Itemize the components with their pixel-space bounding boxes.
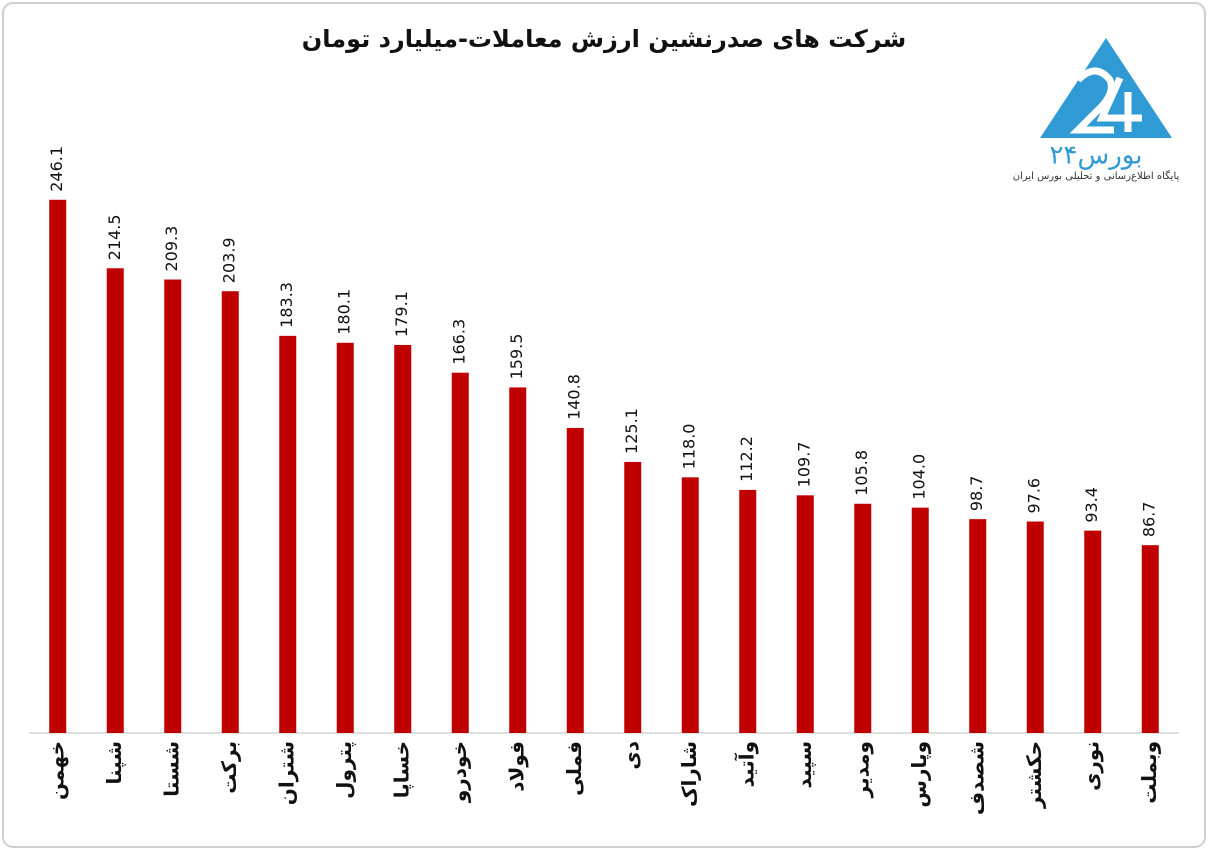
x-tick-label: وآتید bbox=[733, 741, 758, 788]
bar bbox=[911, 507, 929, 733]
bar bbox=[394, 344, 412, 733]
x-tick-label: وپارس bbox=[907, 741, 932, 808]
x-tick-label: ومدیر bbox=[849, 741, 873, 798]
x-tick-label: فملی bbox=[562, 741, 586, 796]
chart-title: شرکت های صدرنشین ارزش معاملات-میلیارد تو… bbox=[302, 25, 906, 53]
x-tick-label: برکت bbox=[217, 741, 241, 794]
x-tick-label: خهمن bbox=[44, 741, 68, 800]
value-label: 112.2 bbox=[737, 436, 756, 482]
logo-glyph bbox=[1069, 67, 1142, 134]
x-tick-label: شاراک bbox=[677, 741, 701, 807]
bar bbox=[1084, 530, 1102, 733]
bar bbox=[854, 503, 872, 733]
logo-name: بورس۲۴ bbox=[1050, 141, 1143, 171]
value-label: 159.5 bbox=[507, 334, 526, 380]
value-label: 118.0 bbox=[680, 424, 699, 470]
value-label: 98.7 bbox=[967, 476, 986, 512]
bar bbox=[1026, 521, 1044, 733]
value-label: 109.7 bbox=[795, 442, 814, 488]
bar bbox=[969, 519, 987, 733]
x-tick-label: خساپا bbox=[389, 741, 414, 798]
bar bbox=[624, 461, 642, 733]
logo-triangle bbox=[1040, 38, 1172, 138]
bar bbox=[49, 199, 67, 734]
value-label: 93.4 bbox=[1082, 487, 1101, 523]
value-label: 105.8 bbox=[852, 450, 871, 496]
bar bbox=[279, 335, 297, 733]
value-label: 166.3 bbox=[450, 319, 469, 365]
bar bbox=[336, 342, 354, 733]
x-tick-label: شصدف bbox=[964, 741, 988, 815]
x-tick-label: شتران bbox=[274, 741, 298, 805]
value-label: 104.0 bbox=[910, 454, 929, 500]
x-tick-label: پترول bbox=[332, 741, 357, 799]
value-label: 86.7 bbox=[1140, 502, 1159, 538]
value-label: 125.1 bbox=[622, 408, 641, 454]
logo: بورس۲۴ پایگاه اطلاع‌رسانی و تحلیلی بورس … bbox=[1013, 38, 1180, 182]
bar bbox=[509, 387, 527, 733]
x-tick-label: شستا bbox=[159, 741, 183, 797]
x-tick-label: وبملت bbox=[1137, 741, 1161, 804]
bar bbox=[451, 372, 469, 733]
value-label: 180.1 bbox=[335, 289, 354, 335]
value-label: 203.9 bbox=[220, 237, 239, 283]
x-tick-label: سپید bbox=[792, 741, 817, 789]
bar bbox=[739, 489, 757, 733]
bar bbox=[566, 427, 584, 733]
value-label: 97.6 bbox=[1025, 478, 1044, 514]
value-label: 179.1 bbox=[392, 291, 411, 337]
x-tick-label: فولاد bbox=[504, 741, 528, 792]
bar bbox=[796, 495, 814, 733]
x-tick-label: خودرو bbox=[447, 741, 471, 803]
x-tick-label: حکشتر bbox=[1022, 741, 1046, 809]
bar bbox=[221, 291, 239, 733]
x-tick-label: شپنا bbox=[102, 741, 127, 785]
value-label: 209.3 bbox=[162, 226, 181, 272]
bar bbox=[681, 477, 699, 733]
x-tick-label: دی bbox=[619, 741, 643, 770]
value-label: 140.8 bbox=[565, 374, 584, 420]
bar bbox=[106, 268, 124, 733]
x-tick-label: نوری bbox=[1079, 741, 1103, 791]
value-label: 246.1 bbox=[47, 146, 66, 192]
bar bbox=[1141, 545, 1159, 733]
value-label: 183.3 bbox=[277, 282, 296, 328]
logo-tagline: پایگاه اطلاع‌رسانی و تحلیلی بورس ایران bbox=[1013, 170, 1180, 182]
bar bbox=[164, 279, 182, 733]
value-label: 214.5 bbox=[105, 214, 124, 260]
